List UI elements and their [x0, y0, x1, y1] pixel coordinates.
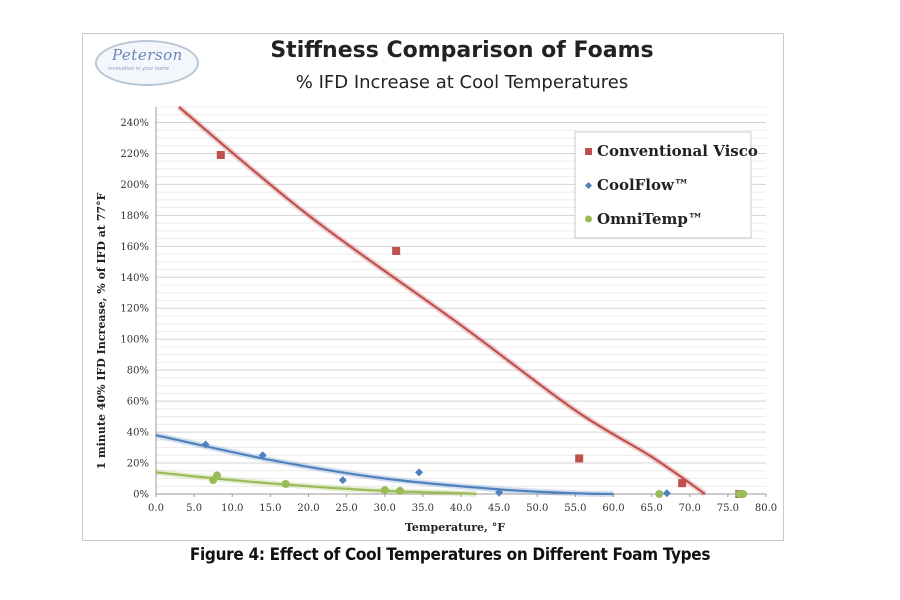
x-tick-label: 30.0	[374, 503, 396, 514]
y-tick-label: 20%	[127, 459, 149, 470]
y-tick-label: 40%	[127, 428, 149, 439]
data-point-square	[216, 150, 225, 159]
chart-title: Stiffness Comparison of Foams	[270, 38, 654, 63]
x-tick-label: 35.0	[412, 503, 434, 514]
data-point-diamond	[495, 488, 504, 497]
figure-caption: Figure 4: Effect of Cool Temperatures on…	[189, 545, 711, 565]
trendline-square	[178, 106, 706, 495]
trendline-halo	[155, 432, 614, 497]
chart-frame: 0% 20% 40% 60% 80% 100% 120% 140% 160% 180% 200% 22…	[82, 33, 784, 541]
data-point-diamond	[201, 440, 210, 449]
x-tick-label: 5.0	[186, 503, 202, 514]
y-tick-label: 180%	[120, 211, 149, 222]
data-point-circle	[281, 479, 290, 488]
data-point-circle	[380, 486, 389, 495]
data-point-diamond	[415, 468, 424, 477]
y-axis-label: 1 minute 40% IFD Increase, % of IFD at 7…	[95, 192, 108, 469]
data-point-square	[392, 246, 401, 255]
chart-subtitle: % IFD Increase at Cool Temperatures	[295, 72, 629, 93]
y-tick-label: 240%	[120, 118, 149, 129]
data-point-square	[575, 454, 584, 463]
logo-name: Peterson	[112, 46, 183, 64]
legend-marker-square	[585, 148, 592, 155]
legend: Conventional Visco CoolFlow™ OmniTemp™	[574, 131, 758, 239]
x-tick-label: 0.0	[148, 503, 164, 514]
logo-tagline: innovation in your home	[108, 66, 170, 72]
legend-box	[574, 131, 752, 239]
x-axis-label: Temperature, °F	[405, 521, 505, 534]
y-tick-label: 80%	[127, 366, 149, 377]
scatter-chart: 0% 20% 40% 60% 80% 100% 120% 140% 160% 180% 200% 22…	[95, 104, 777, 534]
x-tick-label: 15.0	[259, 503, 281, 514]
x-tick-label: 65.0	[640, 503, 662, 514]
legend-marker-diamond	[585, 182, 592, 189]
y-tick-label: 100%	[120, 335, 149, 346]
trendlines	[155, 104, 707, 497]
x-tick-label: 10.0	[221, 503, 243, 514]
legend-entry-conventional-visco: Conventional Visco	[585, 142, 758, 160]
data-point-circle	[739, 490, 748, 498]
y-tick-label: 200%	[120, 180, 149, 191]
x-tick-label: 40.0	[450, 503, 472, 514]
trendline-circle	[155, 471, 477, 496]
y-tick-label: 120%	[120, 304, 149, 315]
x-tick-label: 50.0	[526, 503, 548, 514]
y-tick-label: 160%	[120, 242, 149, 253]
legend-marker-circle	[585, 215, 592, 223]
y-tick-label: 220%	[120, 149, 149, 160]
y-tick-label: 140%	[120, 273, 149, 284]
data-point-circle	[213, 471, 221, 480]
legend-entry-omnitemp: OmniTemp™	[585, 210, 703, 228]
x-tick-label: 20.0	[297, 503, 319, 514]
y-tick-label: 0%	[133, 490, 149, 501]
y-tick-label: 60%	[127, 397, 149, 408]
data-point-square	[678, 479, 687, 488]
data-point-diamond	[338, 476, 347, 485]
x-tick-label: 25.0	[335, 503, 357, 514]
x-tick-label: 45.0	[488, 503, 510, 514]
x-tick-label: 60.0	[602, 503, 624, 514]
x-tick-label: 75.0	[717, 503, 739, 514]
data-point-circle	[396, 486, 404, 495]
legend-label: Conventional Visco	[597, 142, 758, 160]
data-point-circle	[655, 490, 664, 498]
legend-label: CoolFlow™	[597, 176, 689, 194]
legend-entry-coolflow: CoolFlow™	[585, 176, 689, 194]
x-tick-label: 70.0	[679, 503, 701, 514]
data-point-diamond	[258, 451, 267, 460]
legend-label: OmniTemp™	[597, 210, 703, 228]
data-points	[201, 150, 748, 498]
peterson-logo	[95, 40, 199, 86]
trendline-diamond	[155, 434, 614, 496]
axes: 0% 20% 40% 60% 80% 100% 120% 140% 160% 180% 200% 22…	[120, 107, 777, 514]
x-tick-label: 55.0	[564, 503, 586, 514]
x-tick-label: 80.0	[755, 503, 777, 514]
data-point-diamond	[662, 489, 671, 498]
